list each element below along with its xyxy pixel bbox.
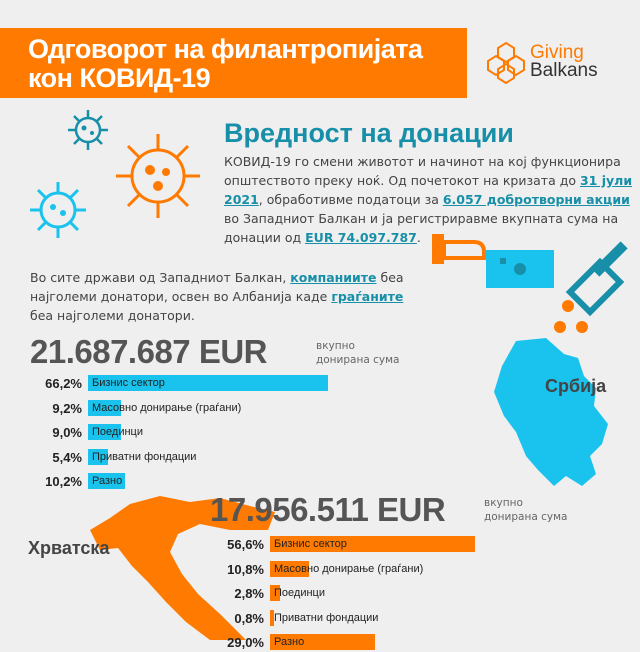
bar-label: Масовно донирање (граѓани) — [92, 401, 242, 414]
title-line-2: кон КОВИД-19 — [28, 63, 211, 93]
bar-label: Разно — [274, 636, 305, 648]
bar-label: Бизнис сектор — [92, 377, 165, 389]
intro-part: во Западниот Балкан и ја регистриравме в… — [224, 211, 619, 245]
bar-percent: 5,4% — [52, 449, 82, 465]
bar-label: Поединци — [274, 587, 325, 599]
intro-part: . — [416, 230, 421, 245]
bar-label: Бизнис сектор — [274, 538, 347, 550]
bar — [270, 560, 310, 577]
bar-percent: 9,0% — [52, 425, 82, 440]
bar-percent: 10,2% — [45, 474, 82, 489]
serbia-total-label: вкупно донирана сума — [316, 339, 399, 367]
actions-link[interactable]: 6.057 добротворни акции — [442, 192, 630, 207]
logo-line-2: Balkans — [530, 60, 598, 81]
virus-icon-large — [116, 134, 200, 218]
bar-row: 56,6% Бизнис сектор — [204, 536, 604, 554]
bar-row: 10,2% Разно — [22, 473, 422, 491]
citizens-link[interactable]: граѓаните — [331, 289, 404, 304]
giving-balkans-logo-icon — [487, 41, 525, 84]
bar-label: Приватни фондации — [274, 611, 379, 624]
intro-part: КОВИД-19 го смени животот и начинот на к… — [224, 154, 621, 188]
serbia-label: Србија — [545, 376, 607, 396]
serbia-map — [494, 338, 608, 486]
bar — [88, 399, 122, 416]
bar-row: 66,2% Бизнис сектор — [22, 375, 422, 393]
bar — [270, 609, 274, 626]
bar — [88, 424, 121, 440]
logo-line-1: Giving — [530, 42, 584, 63]
bar-percent: 2,8% — [234, 586, 264, 601]
companies-link[interactable]: компаниите — [290, 270, 377, 285]
bar-percent: 9,2% — [52, 400, 82, 416]
total-link[interactable]: EUR 74.097.787 — [305, 230, 417, 245]
logo-text: Giving Balkans — [530, 42, 598, 81]
bar — [88, 448, 108, 465]
total-label-line: донирана сума — [484, 511, 568, 523]
croatia-total-label: вкупно донирана сума — [484, 496, 567, 524]
total-label-line: вкупно — [484, 497, 523, 509]
bar — [270, 585, 281, 601]
summary-part: беа најголеми донатори. — [30, 308, 195, 323]
bar-percent: 56,6% — [227, 537, 264, 552]
section-heading: Вредност на донации — [224, 118, 514, 148]
date-link[interactable]: 31 јули 2021 — [224, 173, 633, 207]
virus-icon-blue — [30, 182, 86, 238]
bar-percent: 29,0% — [227, 635, 264, 650]
croatia-map — [90, 496, 275, 640]
summary-part: беа најголеми донатори, освен во Албаниј… — [30, 270, 404, 304]
title-line-1: Одговорот на филантропијата — [28, 34, 423, 64]
total-label-line: вкупно — [316, 340, 355, 352]
bar-row: 9,2% Масовно донирање (граѓани) — [22, 399, 422, 418]
bar — [88, 473, 125, 489]
bar-row: 9,0% Поединци — [22, 424, 422, 442]
bar — [270, 536, 476, 552]
bar-label: Приватни фондации — [92, 450, 197, 463]
bar-row: 29,0% Разно — [204, 634, 604, 652]
intro-part: , обработивме податоци за — [258, 192, 443, 207]
donation-hand-icon — [432, 234, 628, 333]
croatia-label: Хрватска — [28, 538, 110, 558]
bar-row: 0,8% Приватни фондации — [204, 609, 604, 628]
bar-percent: 66,2% — [45, 376, 82, 391]
summary-text: Во сите држави од Западниот Балкан, комп… — [30, 268, 410, 325]
croatia-total: 17.956.511 EUR — [210, 491, 446, 528]
bar-percent: 10,8% — [227, 561, 264, 577]
title-banner: Одговорот на филантропијата кон КОВИД-19 — [0, 28, 467, 98]
bar — [88, 375, 328, 391]
summary-part: Во сите држави од Западниот Балкан, — [30, 270, 291, 285]
bar-row: 10,8% Масовно донирање (граѓани) — [204, 560, 604, 579]
total-label-line: донирана сума — [316, 354, 400, 366]
bar-label: Поединци — [92, 426, 143, 438]
serbia-total: 21.687.687 EUR — [30, 333, 268, 370]
bar-percent: 0,8% — [234, 610, 264, 626]
bar-label: Разно — [92, 475, 123, 487]
bar-row: 5,4% Приватни фондации — [22, 448, 422, 467]
bar-label: Масовно донирање (граѓани) — [274, 562, 424, 575]
bar-row: 2,8% Поединци — [204, 585, 604, 603]
intro-text: КОВИД-19 го смени животот и начинот на к… — [224, 152, 634, 247]
virus-icon — [68, 110, 108, 150]
